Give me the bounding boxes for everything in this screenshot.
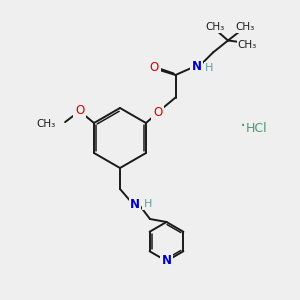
Text: CH₃: CH₃ xyxy=(238,40,257,50)
Text: CH₃: CH₃ xyxy=(205,22,224,32)
Text: H: H xyxy=(205,63,213,73)
Text: CH₃: CH₃ xyxy=(37,118,56,129)
Text: CH₃: CH₃ xyxy=(235,22,254,32)
Text: HCl: HCl xyxy=(246,122,267,135)
Text: N: N xyxy=(130,197,140,211)
Text: O: O xyxy=(153,106,162,119)
Text: H: H xyxy=(143,199,152,209)
Text: N: N xyxy=(161,254,172,268)
Text: O: O xyxy=(150,61,159,74)
Text: O: O xyxy=(75,104,84,118)
Text: N: N xyxy=(191,60,202,73)
Text: ·: · xyxy=(240,116,246,136)
